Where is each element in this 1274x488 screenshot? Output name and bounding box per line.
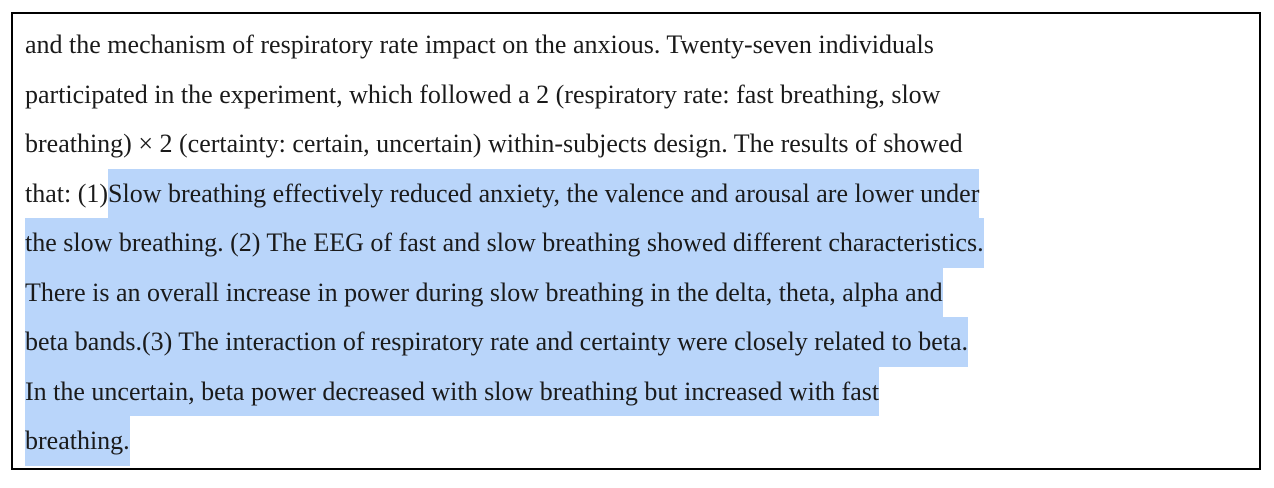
selected-text: There is an overall increase in power du… <box>25 267 943 317</box>
text-line: breathing) × 2 (certainty: certain, unce… <box>25 129 963 158</box>
text-line: There is an overall increase in power du… <box>25 267 1259 317</box>
text-line: In the uncertain, beta power decreased w… <box>25 366 1259 416</box>
selected-text: In the uncertain, beta power decreased w… <box>25 366 880 416</box>
text-line: that: (1) Slow breathing effectively red… <box>25 168 1259 218</box>
text-segment: that: (1) <box>25 178 109 208</box>
selected-text: breathing. <box>25 416 130 466</box>
text-line: the slow breathing. (2) The EEG of fast … <box>25 218 1259 268</box>
text-line: participated in the experiment, which fo… <box>25 79 941 109</box>
text-box: and the mechanism of respiratory rate im… <box>11 12 1261 470</box>
selected-text: beta bands.(3) The interaction of respir… <box>25 317 969 367</box>
selected-text: Slow breathing effectively reduced anxie… <box>108 168 980 218</box>
selected-text: the slow breathing. (2) The EEG of fast … <box>25 218 984 268</box>
text-line: and the mechanism of respiratory rate im… <box>25 30 934 59</box>
text-line: breathing. <box>25 416 1259 466</box>
text-line: beta bands.(3) The interaction of respir… <box>25 317 1259 367</box>
